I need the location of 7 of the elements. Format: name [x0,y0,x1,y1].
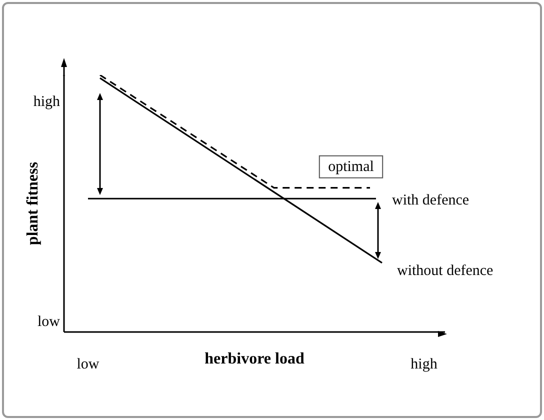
x-axis-title: herbivore load [204,350,304,368]
legend-label: with defence [392,192,470,209]
series-label: optimal [328,158,374,175]
text: low [38,314,60,330]
series-label: without defence [397,262,494,279]
text: high [33,94,60,110]
y-axis-title: plant fitness [24,162,42,246]
